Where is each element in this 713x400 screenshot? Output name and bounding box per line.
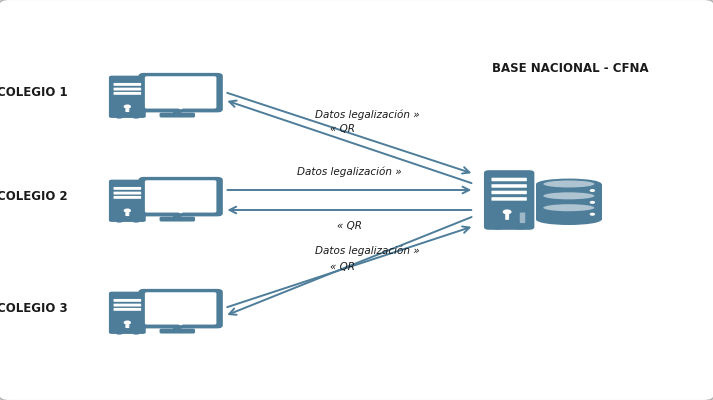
- Text: Datos legalización »: Datos legalización »: [297, 167, 401, 177]
- Ellipse shape: [543, 204, 595, 211]
- FancyBboxPatch shape: [145, 76, 217, 108]
- Text: COLEGIO 3: COLEGIO 3: [0, 302, 68, 314]
- FancyBboxPatch shape: [113, 308, 141, 311]
- Circle shape: [590, 189, 595, 192]
- FancyBboxPatch shape: [113, 192, 141, 194]
- FancyBboxPatch shape: [160, 329, 195, 334]
- FancyBboxPatch shape: [113, 187, 141, 190]
- FancyBboxPatch shape: [484, 170, 534, 230]
- FancyBboxPatch shape: [109, 292, 145, 334]
- FancyBboxPatch shape: [491, 178, 527, 181]
- Text: Datos legalización »: Datos legalización »: [315, 110, 419, 120]
- FancyArrowPatch shape: [230, 100, 471, 183]
- FancyBboxPatch shape: [125, 324, 129, 328]
- Text: COLEGIO 1: COLEGIO 1: [0, 86, 68, 98]
- Circle shape: [123, 320, 131, 325]
- Ellipse shape: [536, 214, 602, 225]
- FancyBboxPatch shape: [160, 217, 195, 222]
- FancyBboxPatch shape: [109, 76, 145, 118]
- Text: « QR: « QR: [329, 262, 355, 272]
- FancyBboxPatch shape: [125, 212, 129, 216]
- FancyArrowPatch shape: [227, 93, 469, 174]
- FancyBboxPatch shape: [138, 177, 223, 216]
- FancyBboxPatch shape: [491, 197, 527, 201]
- FancyArrowPatch shape: [229, 217, 471, 315]
- FancyBboxPatch shape: [506, 214, 509, 220]
- FancyBboxPatch shape: [133, 116, 138, 118]
- FancyArrowPatch shape: [230, 207, 471, 213]
- Polygon shape: [536, 196, 602, 208]
- FancyBboxPatch shape: [113, 196, 141, 199]
- Circle shape: [179, 211, 183, 213]
- Ellipse shape: [543, 180, 595, 188]
- Ellipse shape: [543, 192, 595, 199]
- FancyBboxPatch shape: [145, 180, 217, 212]
- FancyBboxPatch shape: [117, 116, 122, 118]
- Ellipse shape: [536, 202, 602, 213]
- Text: BASE NACIONAL - CFNA: BASE NACIONAL - CFNA: [492, 62, 649, 74]
- FancyBboxPatch shape: [145, 292, 217, 324]
- FancyBboxPatch shape: [125, 108, 129, 112]
- Circle shape: [590, 201, 595, 204]
- FancyBboxPatch shape: [520, 212, 525, 223]
- Polygon shape: [536, 208, 602, 220]
- FancyBboxPatch shape: [113, 83, 141, 86]
- FancyBboxPatch shape: [133, 220, 138, 222]
- FancyBboxPatch shape: [117, 220, 122, 222]
- Text: COLEGIO 2: COLEGIO 2: [0, 190, 68, 202]
- FancyBboxPatch shape: [113, 92, 141, 95]
- FancyBboxPatch shape: [138, 73, 223, 112]
- FancyBboxPatch shape: [516, 226, 523, 230]
- FancyBboxPatch shape: [491, 184, 527, 188]
- Circle shape: [590, 213, 595, 216]
- Text: « QR: « QR: [329, 124, 355, 134]
- FancyBboxPatch shape: [138, 289, 223, 328]
- FancyBboxPatch shape: [133, 332, 138, 334]
- FancyBboxPatch shape: [160, 113, 195, 118]
- Polygon shape: [536, 184, 602, 196]
- Circle shape: [179, 323, 183, 325]
- Circle shape: [123, 208, 131, 213]
- Polygon shape: [173, 326, 183, 330]
- Ellipse shape: [536, 178, 602, 189]
- FancyBboxPatch shape: [117, 332, 122, 334]
- Text: « QR: « QR: [337, 221, 362, 231]
- Polygon shape: [173, 214, 183, 218]
- FancyBboxPatch shape: [113, 299, 141, 302]
- Polygon shape: [173, 110, 183, 114]
- FancyBboxPatch shape: [494, 226, 501, 230]
- Ellipse shape: [536, 190, 602, 201]
- FancyBboxPatch shape: [491, 191, 527, 194]
- FancyArrowPatch shape: [227, 187, 469, 193]
- FancyBboxPatch shape: [109, 180, 145, 222]
- Circle shape: [123, 104, 131, 109]
- FancyBboxPatch shape: [113, 304, 141, 306]
- Circle shape: [503, 209, 511, 214]
- Circle shape: [179, 107, 183, 109]
- FancyArrowPatch shape: [227, 226, 469, 307]
- FancyBboxPatch shape: [113, 88, 141, 90]
- Text: Datos legalización »: Datos legalización »: [315, 246, 419, 256]
